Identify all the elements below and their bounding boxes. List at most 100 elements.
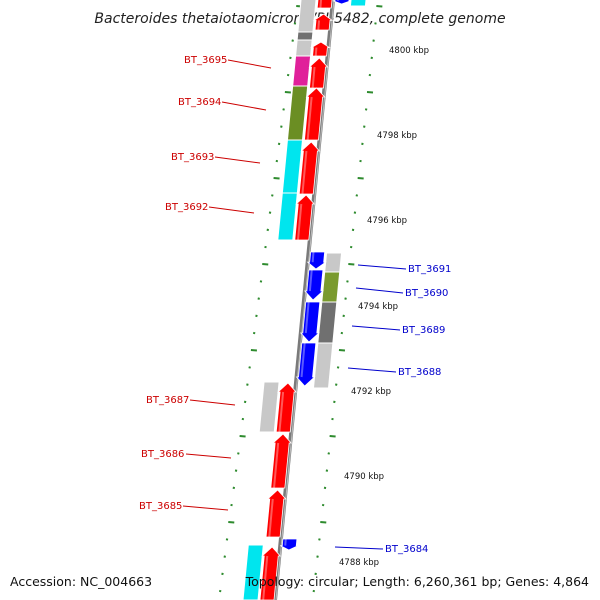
cog-box — [295, 39, 313, 57]
gene-label-bt3685[interactable]: BT_3685 — [139, 501, 182, 512]
forward-gene-arrow — [309, 41, 331, 57]
gene-label-bt3694[interactable]: BT_3694 — [178, 97, 221, 108]
forward-gene-arrow — [304, 87, 326, 141]
tick-mark-outer — [364, 108, 368, 111]
tick-mark-outer — [320, 521, 327, 524]
gene-arrows — [259, 0, 352, 600]
cog-box — [317, 301, 338, 344]
kbp-label-4798: 4798 kbp — [377, 131, 417, 141]
gene-arrow-shading — [284, 536, 287, 546]
gene-label-bt3684[interactable]: BT_3684 — [385, 544, 428, 555]
tick-mark-inner — [293, 22, 297, 25]
cog-box — [312, 342, 334, 389]
tick-mark-inner — [264, 245, 267, 249]
tick-mark-outer — [370, 56, 373, 60]
tick-mark-outer — [318, 538, 321, 541]
gene-label-bt3686[interactable]: BT_3686 — [141, 449, 184, 460]
forward-gene-arrow — [270, 433, 293, 489]
tick-mark-inner — [243, 400, 247, 404]
tick-mark-inner — [225, 538, 229, 541]
cog-box — [277, 192, 298, 241]
gene-arrow-shading — [272, 442, 280, 491]
tick-mark-inner — [259, 280, 263, 283]
tick-mark-inner — [239, 435, 246, 438]
cog-box — [281, 139, 304, 194]
gene-label-bt3691[interactable]: BT_3691 — [408, 264, 451, 275]
tick-mark-outer — [342, 314, 345, 318]
gene-label-bt3690[interactable]: BT_3690 — [405, 288, 448, 299]
gene-label-bt3693[interactable]: BT_3693 — [171, 152, 214, 163]
reverse-callout-line — [334, 546, 384, 550]
tick-mark-outer — [351, 228, 355, 232]
tick-mark-outer — [372, 39, 375, 42]
tick-mark-inner — [230, 503, 233, 507]
cog-box — [349, 0, 367, 7]
tick-mark-outer — [344, 297, 347, 300]
gene-arrow-shading — [317, 20, 321, 33]
tick-mark-outer — [336, 366, 340, 369]
gene-arrow-shading — [304, 299, 310, 334]
tick-mark-inner — [223, 555, 226, 558]
cog-box — [324, 252, 343, 273]
forward-gene-arrow — [308, 57, 329, 89]
tick-mark-inner — [291, 39, 294, 42]
cog-box — [297, 0, 317, 33]
gene-label-bt3689[interactable]: BT_3689 — [402, 325, 445, 336]
gene-arrow-shading — [311, 249, 315, 263]
forward-callout-line — [221, 101, 267, 111]
tick-mark-outer — [329, 435, 336, 438]
gene-arrow-shading — [300, 340, 306, 378]
tick-mark-inner — [277, 142, 281, 146]
tick-mark-inner — [241, 417, 245, 421]
reverse-callout-line — [355, 287, 404, 294]
gene-label-bt3687[interactable]: BT_3687 — [146, 395, 189, 406]
gene-label-bt3692[interactable]: BT_3692 — [165, 202, 208, 213]
tick-mark-outer — [333, 400, 336, 404]
tick-mark-outer — [359, 159, 362, 163]
reverse-callout-line — [347, 367, 397, 373]
tick-mark-outer — [340, 331, 344, 335]
tick-mark-outer — [376, 5, 383, 8]
gene-arrow-shading — [296, 203, 303, 243]
accession-text: Accession: NC_004663 — [10, 574, 152, 589]
forward-gene-arrow — [316, 0, 333, 9]
tick-mark-inner — [280, 125, 283, 128]
tick-mark-inner — [246, 383, 249, 386]
reverse-gene-arrow — [306, 251, 327, 270]
tick-mark-inner — [275, 159, 279, 163]
tick-mark-outer — [325, 469, 329, 472]
gene-arrow-shading — [306, 96, 313, 143]
tick-mark-outer — [361, 142, 364, 146]
tick-mark-inner — [248, 366, 251, 369]
gene-callout-lines — [182, 59, 407, 550]
tick-mark-outer — [363, 125, 366, 128]
forward-gene-arrow — [312, 13, 334, 31]
gene-arrow-shading — [314, 47, 318, 59]
reverse-gene-arrow — [299, 301, 321, 343]
forward-gene-arrow — [298, 141, 321, 195]
reverse-callout-line — [357, 264, 407, 270]
gene-arrow-shading — [319, 0, 323, 11]
cog-box — [286, 85, 309, 141]
tick-mark-inner — [286, 73, 290, 77]
gene-arrow-shading — [301, 150, 308, 197]
cog-category-boxes — [242, 0, 367, 600]
tick-mark-outer — [349, 245, 353, 249]
tick-mark-inner — [221, 572, 224, 576]
gene-label-bt3695[interactable]: BT_3695 — [184, 55, 227, 66]
tick-mark-outer — [334, 383, 338, 386]
backbone-highlight — [275, 0, 335, 600]
forward-callout-line — [185, 453, 232, 459]
tick-mark-inner — [250, 349, 257, 352]
tick-mark-inner — [252, 331, 256, 335]
genome-backbone — [273, 0, 335, 600]
tick-mark-inner — [237, 452, 240, 455]
tick-mark-inner — [262, 263, 269, 266]
gene-label-bt3688[interactable]: BT_3688 — [398, 367, 441, 378]
forward-gene-arrow — [275, 382, 298, 433]
tick-mark-inner — [255, 314, 258, 318]
forward-callout-line — [189, 399, 236, 406]
tick-mark-inner — [232, 486, 236, 490]
reverse-callout-line — [351, 325, 401, 331]
forward-gene-arrow — [294, 194, 316, 241]
